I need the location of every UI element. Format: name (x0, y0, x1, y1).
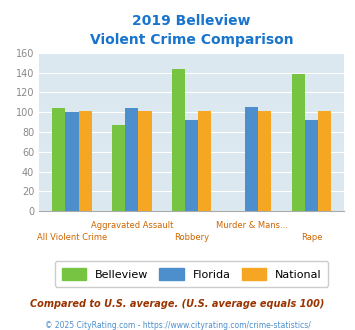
Text: Murder & Mans...: Murder & Mans... (215, 221, 288, 230)
Bar (52, 108, 65, 211)
Bar (198, 111, 212, 211)
Bar (78, 111, 92, 211)
Bar (125, 108, 138, 211)
Text: Robbery: Robbery (174, 233, 209, 242)
Bar (185, 120, 198, 211)
Bar (292, 74, 305, 211)
Bar (65, 112, 78, 211)
Text: Compared to U.S. average. (U.S. average equals 100): Compared to U.S. average. (U.S. average … (30, 299, 325, 309)
Bar (258, 111, 271, 211)
Title: 2019 Belleview
Violent Crime Comparison: 2019 Belleview Violent Crime Comparison (90, 14, 294, 48)
Bar (138, 111, 152, 211)
Bar (305, 120, 318, 211)
Bar (172, 69, 185, 211)
Bar (245, 107, 258, 211)
Legend: Belleview, Florida, National: Belleview, Florida, National (55, 261, 328, 286)
Bar (112, 125, 125, 211)
Text: © 2025 CityRating.com - https://www.cityrating.com/crime-statistics/: © 2025 CityRating.com - https://www.city… (45, 321, 310, 330)
Text: All Violent Crime: All Violent Crime (37, 233, 107, 242)
Bar (318, 111, 331, 211)
Text: Aggravated Assault: Aggravated Assault (91, 221, 173, 230)
Text: Rape: Rape (301, 233, 322, 242)
